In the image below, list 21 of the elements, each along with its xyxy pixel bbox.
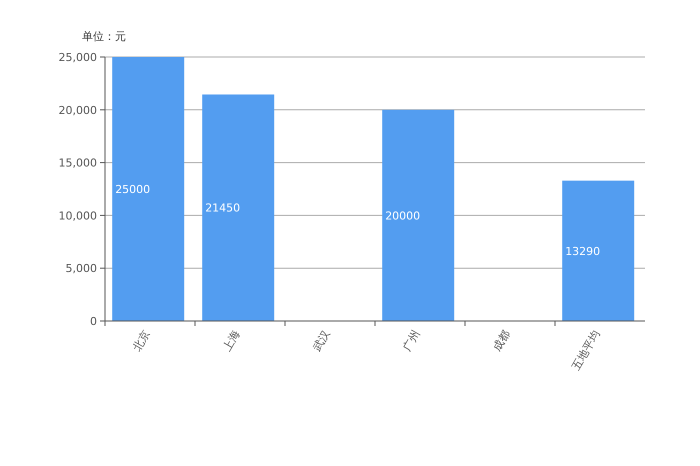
bar <box>562 180 634 321</box>
data-label: 21450 <box>205 202 240 215</box>
x-tick-label: 武汉 <box>310 328 333 354</box>
y-tick-label: 10,000 <box>58 209 97 222</box>
y-tick-label: 20,000 <box>58 104 97 117</box>
bar <box>202 94 274 321</box>
data-label: 13290 <box>565 244 600 258</box>
x-tick-label: 成都 <box>490 328 513 354</box>
data-label: 25000 <box>115 183 150 196</box>
y-tick-label: 5,000 <box>66 262 97 276</box>
x-tick-label: 五地平均 <box>569 328 603 373</box>
y-tick-label: 25,000 <box>58 51 97 64</box>
x-tick-label: 上海 <box>220 328 243 354</box>
y-axis-title: 单位：元 <box>82 30 126 43</box>
y-tick-label: 15,000 <box>58 156 97 170</box>
x-tick-label: 北京 <box>130 328 153 354</box>
y-tick-label: 0 <box>90 315 97 328</box>
bar <box>112 57 184 321</box>
bar <box>382 110 454 321</box>
x-tick-label: 广州 <box>400 328 423 354</box>
data-label: 20000 <box>385 209 420 222</box>
